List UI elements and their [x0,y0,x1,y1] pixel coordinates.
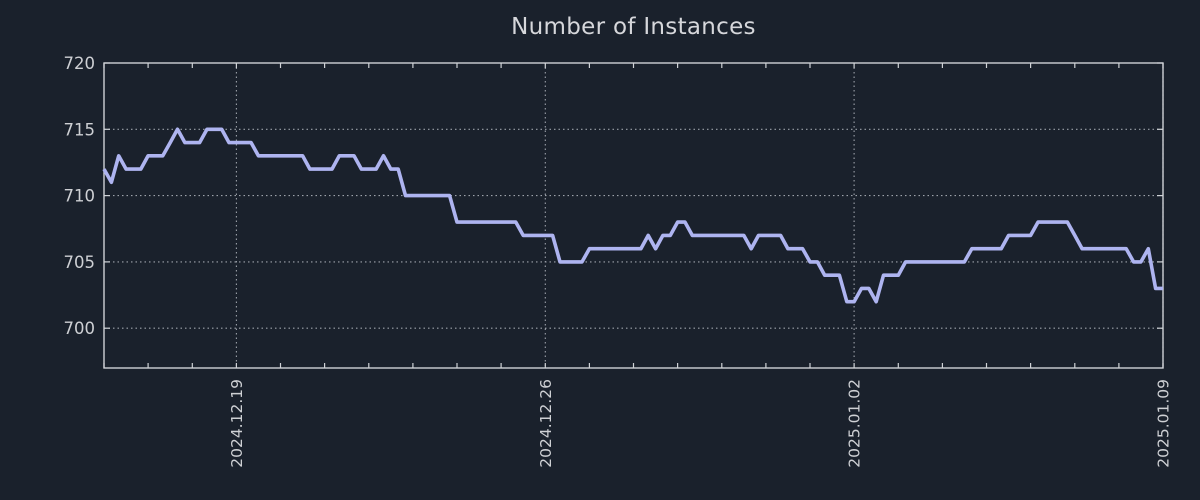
y-tick-label: 720 [64,54,96,73]
series-line [102,127,1163,304]
x-tick-label: 2025.01.09 [1155,379,1173,468]
y-tick-label: 700 [64,319,96,338]
x-tick-label: 2024.12.26 [537,379,555,468]
y-tick-label: 710 [64,187,96,206]
x-tick-label: 2025.01.02 [846,379,864,468]
y-tick-label: 705 [64,253,96,272]
y-tick-label: 715 [64,120,96,139]
chart-title: Number of Instances [511,14,756,40]
plot-border [103,62,1164,369]
x-tick-label: 2024.12.19 [228,379,246,468]
